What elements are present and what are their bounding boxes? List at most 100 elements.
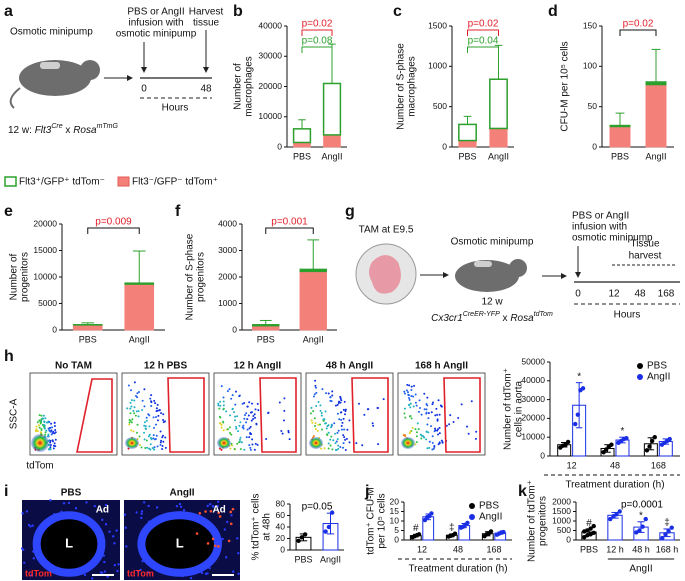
nucleus bbox=[155, 506, 159, 509]
flow-dot bbox=[127, 384, 130, 387]
flow-dot bbox=[280, 429, 283, 432]
flow-dot bbox=[414, 393, 417, 396]
flow-dot bbox=[448, 423, 451, 426]
flow-dot bbox=[236, 415, 239, 418]
flow-dot bbox=[148, 414, 151, 417]
data-point bbox=[624, 435, 629, 441]
flow-dot bbox=[337, 448, 340, 451]
plot-frame bbox=[213, 372, 302, 456]
nucleus bbox=[103, 560, 106, 564]
flow-dot bbox=[435, 407, 438, 410]
bar-segment bbox=[292, 128, 312, 144]
nucleus bbox=[232, 570, 235, 573]
bar-segment bbox=[124, 282, 155, 285]
data-point bbox=[663, 532, 668, 537]
flow-density bbox=[31, 434, 49, 452]
flow-dot bbox=[49, 430, 52, 433]
flow-dot bbox=[320, 414, 323, 417]
nucleus bbox=[83, 573, 87, 577]
flow-dot bbox=[154, 402, 157, 405]
data-point bbox=[429, 511, 434, 516]
image-title: AngII bbox=[170, 488, 195, 499]
flow-dot bbox=[441, 441, 444, 444]
nucleus bbox=[62, 502, 66, 505]
flow-dot bbox=[153, 426, 156, 429]
flow-dot bbox=[160, 439, 163, 442]
y-tick-label: 0 bbox=[232, 324, 237, 334]
flow-dot bbox=[153, 448, 156, 451]
flow-dot bbox=[403, 392, 406, 395]
tdtom-cell bbox=[204, 510, 207, 513]
flow-dot bbox=[253, 413, 256, 416]
data-point bbox=[660, 535, 665, 541]
legend-marker bbox=[469, 514, 475, 520]
flow-dot bbox=[145, 439, 148, 442]
flow-dot bbox=[229, 447, 232, 450]
flow-dot bbox=[426, 396, 429, 399]
y-tick-label: 50 bbox=[588, 101, 598, 111]
flow-dot bbox=[438, 413, 441, 416]
time-label: 168 bbox=[658, 289, 675, 300]
plot-title: No TAM bbox=[55, 361, 92, 372]
flow-dot bbox=[251, 443, 254, 446]
flow-dot bbox=[246, 428, 249, 431]
flow-dot bbox=[426, 404, 429, 407]
y-axis-label: per 10⁵ cells bbox=[377, 493, 388, 548]
flow-dot bbox=[144, 425, 147, 428]
flow-dot bbox=[426, 447, 429, 450]
flow-dot bbox=[52, 430, 55, 433]
flow-dot bbox=[445, 424, 448, 427]
strain: Cx3cr1CreER-YFP x RosatdTom bbox=[431, 311, 553, 324]
flow-dot bbox=[340, 418, 343, 421]
flow-dot bbox=[411, 427, 414, 430]
bar-segment bbox=[645, 84, 667, 148]
flow-dot bbox=[251, 402, 254, 405]
vessel-wall bbox=[32, 511, 106, 577]
y-tick-label: 60 bbox=[276, 510, 286, 520]
flow-dot bbox=[254, 408, 257, 411]
embryo bbox=[369, 255, 401, 294]
strain-part: tdTom bbox=[534, 311, 553, 318]
pump-label: Osmotic minipump bbox=[10, 27, 93, 38]
flow-dot bbox=[246, 418, 249, 421]
flow-dot bbox=[34, 430, 37, 433]
x-tick-label: AngII bbox=[303, 334, 324, 344]
bar-segment bbox=[124, 284, 155, 331]
flow-dot bbox=[324, 422, 327, 425]
flow-dot bbox=[432, 447, 435, 450]
y-tick-label: 1500 bbox=[552, 506, 571, 516]
y-tick-label: 500 bbox=[433, 101, 447, 111]
flow-dot bbox=[330, 435, 333, 438]
flow-dot bbox=[155, 415, 158, 418]
flow-dot bbox=[315, 391, 318, 394]
nucleus bbox=[32, 557, 35, 560]
flow-dot bbox=[234, 403, 237, 406]
flow-dot bbox=[243, 417, 246, 420]
x-tick-label: 168 bbox=[486, 544, 501, 554]
flow-dot bbox=[427, 431, 430, 434]
strain-part: 12 w: bbox=[8, 125, 35, 136]
panel-label: d bbox=[548, 3, 558, 20]
flow-dot bbox=[322, 419, 325, 422]
flow-dot bbox=[51, 426, 54, 429]
flow-dot bbox=[312, 410, 315, 413]
flow-dot bbox=[425, 438, 428, 441]
flow-dot bbox=[409, 430, 412, 433]
data-point bbox=[563, 442, 568, 447]
flow-dot bbox=[339, 395, 342, 398]
bar-segment bbox=[299, 268, 327, 273]
flow-dot bbox=[287, 429, 290, 432]
flow-dot bbox=[39, 422, 42, 425]
flow-dot bbox=[420, 434, 423, 437]
flow-dot bbox=[220, 448, 223, 451]
pump bbox=[40, 62, 60, 69]
mouse-head bbox=[509, 259, 527, 277]
y-tick-label: 1500 bbox=[428, 20, 447, 30]
y-tick-label: 5 bbox=[394, 525, 399, 535]
flow-dot bbox=[36, 430, 39, 433]
flow-dot bbox=[336, 431, 339, 434]
flow-dot bbox=[40, 414, 43, 417]
flow-dot bbox=[145, 428, 148, 431]
data-point bbox=[329, 510, 335, 515]
